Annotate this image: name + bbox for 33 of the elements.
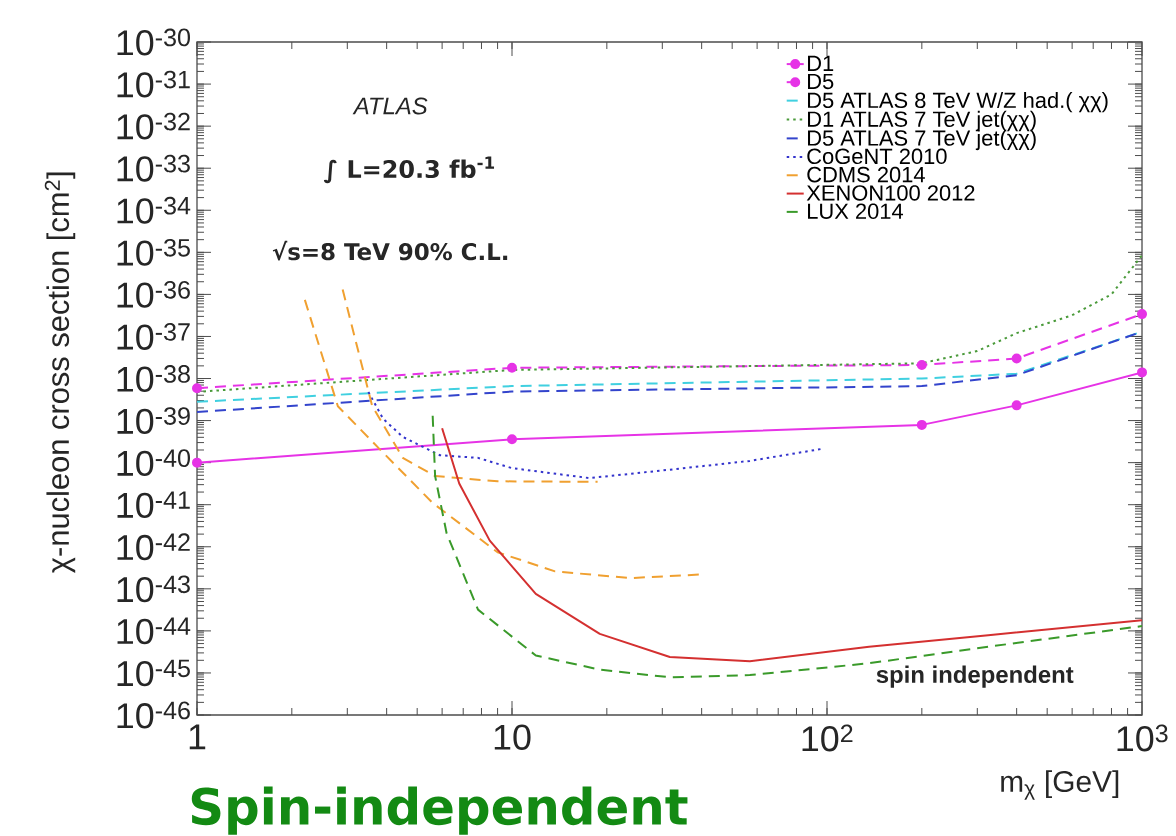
y-tick-label: 10$^{-41}$ — [117, 491, 190, 519]
legend-label: D5 — [808, 73, 834, 90]
y-tick-label: 10$^{-45}$ — [117, 659, 190, 687]
annotation: spin independent — [876, 665, 1074, 688]
y-tick-label: 10$^{-44}$ — [117, 617, 191, 645]
y-tick-label: 10$^{-36}$ — [117, 280, 190, 308]
annotation: ATLAS — [352, 97, 428, 115]
annotation: √s=8 TeV 90% C.L. — [272, 240, 508, 261]
y-tick-label: 10$^{-35}$ — [117, 238, 190, 266]
legend-label: D1 — [808, 55, 834, 71]
legend-label: CDMS 2014 — [807, 166, 925, 183]
y-tick-label: 10$^{-39}$ — [117, 407, 190, 435]
y-axis-title: χ-nucleon cross section [cm$^{2}$] — [44, 172, 76, 573]
y-tick-label: 10$^{-32}$ — [117, 112, 190, 140]
x-tick-label: 10 — [494, 724, 531, 750]
y-tick-label: 10$^{-30}$ — [117, 28, 190, 56]
x-tick-label: 10$^{2}$ — [802, 724, 853, 752]
y-tick-label: 10$^{-40}$ — [117, 449, 190, 477]
y-tick-label: 10$^{-38}$ — [117, 365, 190, 392]
x-tick-label: 1 — [189, 724, 206, 750]
y-tick-label: 10$^{-43}$ — [117, 575, 190, 603]
y-tick-label: 10$^{-34}$ — [117, 196, 191, 224]
y-tick-label: 10$^{-37}$ — [117, 323, 190, 350]
y-tick-label: 10$^{-33}$ — [117, 154, 190, 182]
y-tick-label: 10$^{-46}$ — [117, 701, 190, 729]
x-axis-title: m$_{χ}$ [GeV] — [1001, 770, 1119, 800]
text: Spin-independent — [191, 786, 688, 835]
x-tick-label: 10$^{3}$ — [1117, 724, 1168, 752]
annotation: ∫ L=20.3 fb$^{-1}$ — [323, 156, 495, 184]
legend-label: XENON100 2012 — [806, 185, 975, 201]
y-tick-label: 10$^{-31}$ — [117, 70, 190, 98]
y-tick-label: 10$^{-42}$ — [117, 533, 190, 561]
legend-label: LUX 2014 — [808, 203, 904, 219]
